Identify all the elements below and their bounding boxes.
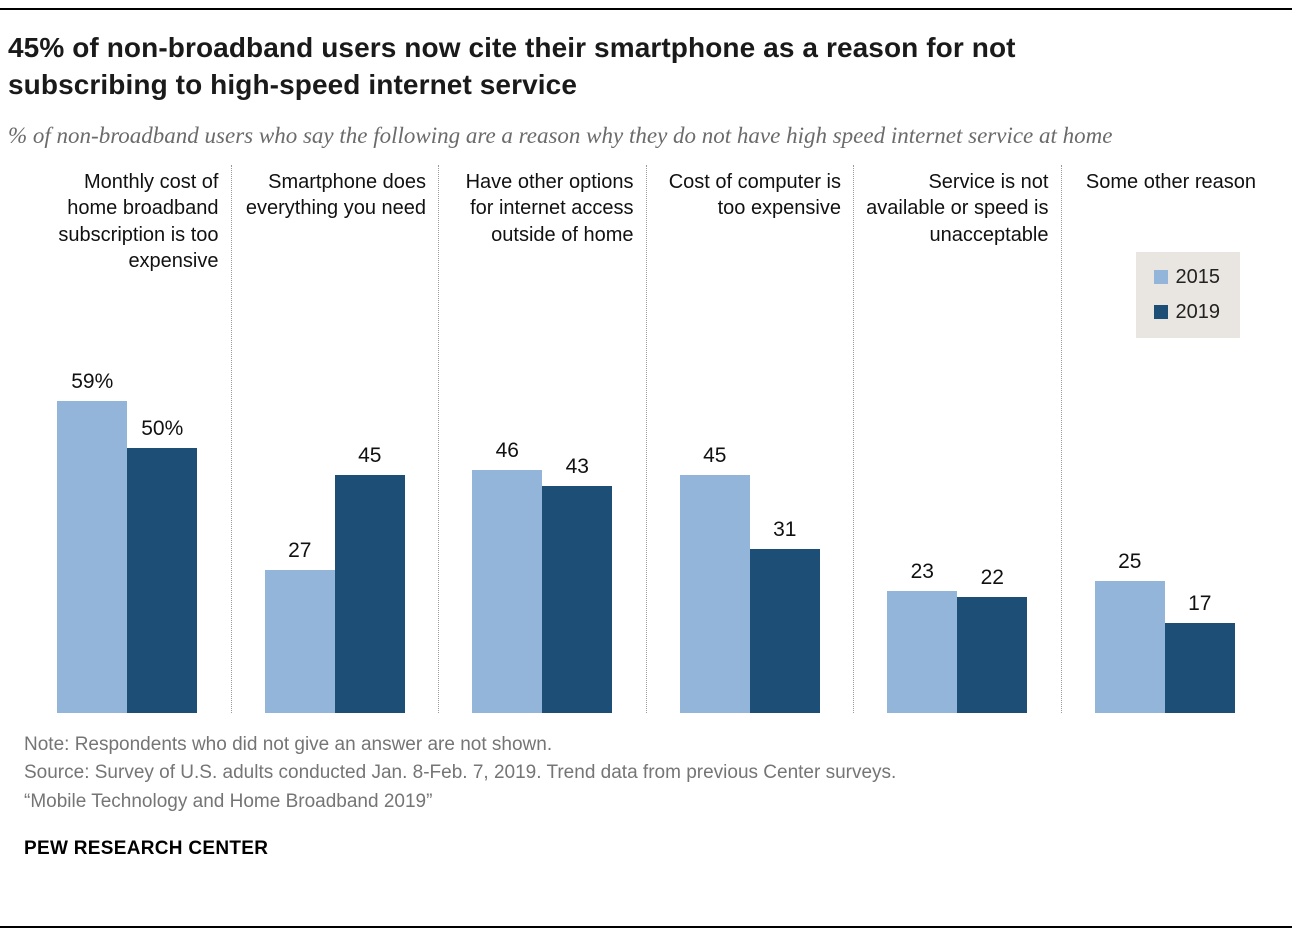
- note-line: Note: Respondents who did not give an an…: [24, 733, 553, 755]
- category-label: Service is not available or speed is una…: [866, 170, 1049, 246]
- bar-pair: 46 43: [439, 439, 646, 713]
- grouped-bar-chart: Monthly cost of home broadband subscript…: [24, 164, 1269, 713]
- bar-item-2019: 31: [749, 517, 820, 713]
- bar-pair: 45 31: [647, 444, 854, 713]
- chart-column: Cost of computer is too expensive 45 31: [645, 164, 854, 713]
- bar-pair: 59% 50%: [24, 370, 231, 713]
- legend-label-2015: 2015: [1175, 265, 1221, 288]
- bar-item-2015: 59%: [57, 369, 128, 713]
- pew-research-center-brand: PEW RESEARCH CENTER: [24, 838, 269, 860]
- bar-value-label: 27: [288, 538, 312, 562]
- legend-entry-2019: 2019: [1153, 300, 1221, 324]
- bar-2015: [472, 469, 543, 713]
- bar-pair: 27 45: [232, 444, 439, 713]
- bar-value-label: 45: [703, 443, 727, 467]
- top-rule: [0, 8, 1292, 10]
- bar-value-label: 43: [565, 454, 589, 478]
- legend-label-2019: 2019: [1175, 300, 1221, 323]
- legend-entry-2015: 2015: [1153, 265, 1221, 289]
- bar-item-2015: 25: [1094, 549, 1165, 713]
- legend-swatch-2015: [1153, 270, 1168, 285]
- chart-column: Some other reason 25 17: [1060, 164, 1269, 713]
- bar-2019: [542, 485, 613, 713]
- bar-2015: [679, 474, 750, 713]
- bar-2015: [1094, 580, 1165, 713]
- chart-footnotes: Note: Respondents who did not give an an…: [24, 731, 1284, 817]
- bar-value-label: 31: [773, 517, 797, 541]
- category-label: Cost of computer is too expensive: [668, 170, 841, 220]
- bar-pair: 25 17: [1062, 550, 1269, 713]
- page-title: 45% of non-broadband users now cite thei…: [8, 32, 1016, 100]
- bar-value-label: 50%: [141, 416, 184, 440]
- bar-value-label: 45: [358, 443, 382, 467]
- bar-2019: [127, 447, 198, 713]
- bar-value-label: 46: [495, 438, 519, 462]
- bar-item-2019: 45: [334, 443, 405, 713]
- bar-2015: [264, 569, 335, 713]
- category-label: Smartphone does everything you need: [245, 170, 426, 220]
- chart-legend: 2015 2019: [1135, 251, 1240, 338]
- bar-2019: [334, 474, 405, 713]
- chart-column: Smartphone does everything you need 27 45: [230, 164, 439, 713]
- bar-2015: [57, 400, 128, 713]
- category-label: Have other options for internet access o…: [465, 170, 634, 246]
- bar-item-2015: 45: [679, 443, 750, 713]
- bar-value-label: 59%: [71, 369, 114, 393]
- bar-2019: [749, 548, 820, 713]
- bar-value-label: 22: [980, 565, 1004, 589]
- chart-column: Service is not available or speed is una…: [853, 164, 1061, 713]
- bar-item-2015: 46: [472, 438, 543, 713]
- bar-item-2019: 17: [1164, 591, 1235, 713]
- bar-value-label: 17: [1188, 591, 1212, 615]
- bar-item-2019: 50%: [127, 416, 198, 713]
- bar-item-2015: 27: [264, 538, 335, 713]
- bar-value-label: 23: [910, 559, 934, 583]
- category-label: Monthly cost of home broadband subscript…: [58, 170, 219, 273]
- page-content: 45% of non-broadband users now cite thei…: [8, 30, 1284, 860]
- bar-item-2019: 43: [542, 454, 613, 713]
- category-label: Some other reason: [1085, 170, 1256, 193]
- bar-value-label: 25: [1118, 549, 1142, 573]
- page-subtitle: % of non-broadband users who say the fol…: [8, 122, 1113, 148]
- bar-pair: 23 22: [854, 560, 1061, 713]
- chart-column: Monthly cost of home broadband subscript…: [24, 165, 231, 713]
- bar-item-2015: 23: [887, 559, 958, 713]
- bar-2019: [957, 596, 1028, 713]
- bottom-rule: [0, 926, 1292, 928]
- bar-2015: [887, 590, 958, 713]
- legend-swatch-2019: [1153, 305, 1168, 320]
- chart-column: Have other options for internet access o…: [438, 164, 646, 713]
- report-line: “Mobile Technology and Home Broadband 20…: [24, 790, 433, 812]
- source-line: Source: Survey of U.S. adults conducted …: [24, 762, 897, 784]
- bar-2019: [1164, 622, 1235, 713]
- bar-item-2019: 22: [957, 565, 1028, 713]
